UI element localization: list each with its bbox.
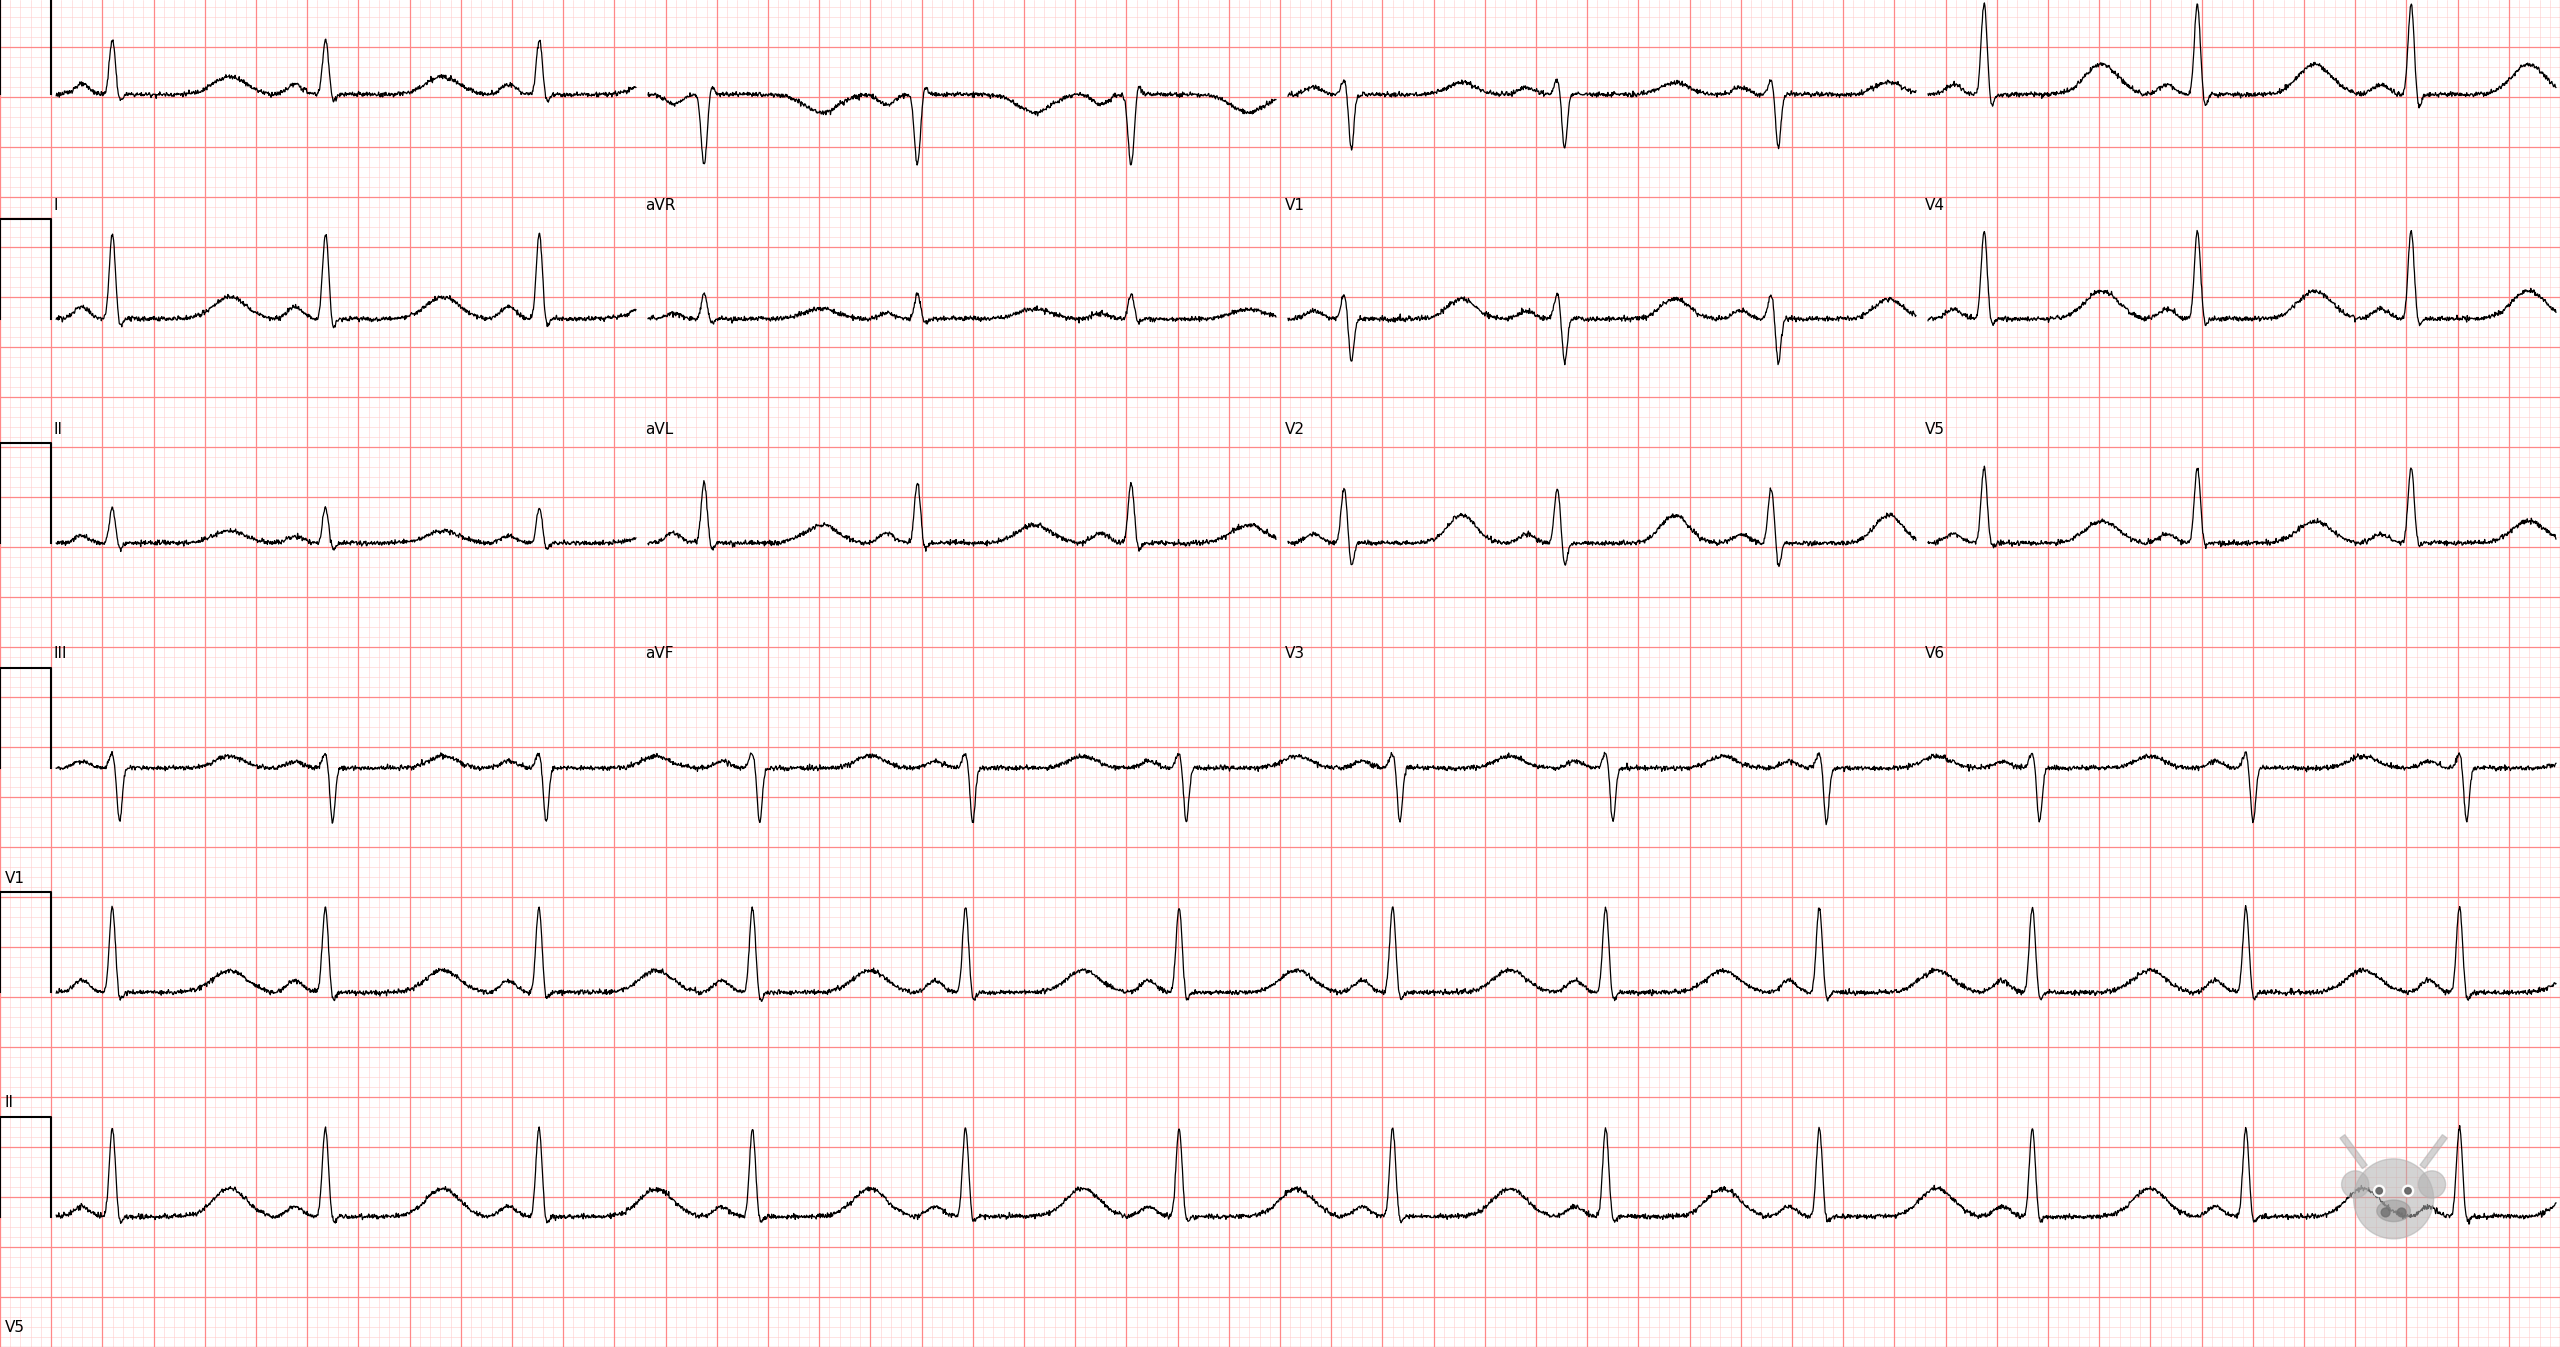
Text: II: II bbox=[54, 422, 61, 436]
Text: V6: V6 bbox=[1925, 647, 1946, 661]
Circle shape bbox=[2401, 1185, 2414, 1196]
Circle shape bbox=[2342, 1171, 2368, 1197]
Circle shape bbox=[2353, 1158, 2435, 1239]
FancyArrow shape bbox=[2419, 1134, 2447, 1169]
Text: III: III bbox=[54, 647, 67, 661]
Text: aVF: aVF bbox=[645, 647, 673, 661]
Circle shape bbox=[2419, 1171, 2445, 1197]
Text: aVR: aVR bbox=[645, 198, 676, 213]
Text: V5: V5 bbox=[1925, 422, 1946, 436]
FancyArrow shape bbox=[2340, 1134, 2368, 1169]
Circle shape bbox=[2373, 1185, 2386, 1196]
Text: V1: V1 bbox=[5, 872, 26, 886]
Circle shape bbox=[2376, 1188, 2383, 1193]
Text: V5: V5 bbox=[5, 1320, 26, 1335]
Text: II: II bbox=[5, 1095, 13, 1110]
Circle shape bbox=[2404, 1188, 2412, 1193]
Circle shape bbox=[2396, 1208, 2406, 1216]
Text: aVL: aVL bbox=[645, 422, 673, 436]
Text: V1: V1 bbox=[1285, 198, 1306, 213]
Text: V3: V3 bbox=[1285, 647, 1306, 661]
Text: I: I bbox=[54, 198, 59, 213]
Text: V2: V2 bbox=[1285, 422, 1306, 436]
Circle shape bbox=[2381, 1208, 2391, 1216]
Text: V4: V4 bbox=[1925, 198, 1946, 213]
Ellipse shape bbox=[2376, 1200, 2412, 1222]
